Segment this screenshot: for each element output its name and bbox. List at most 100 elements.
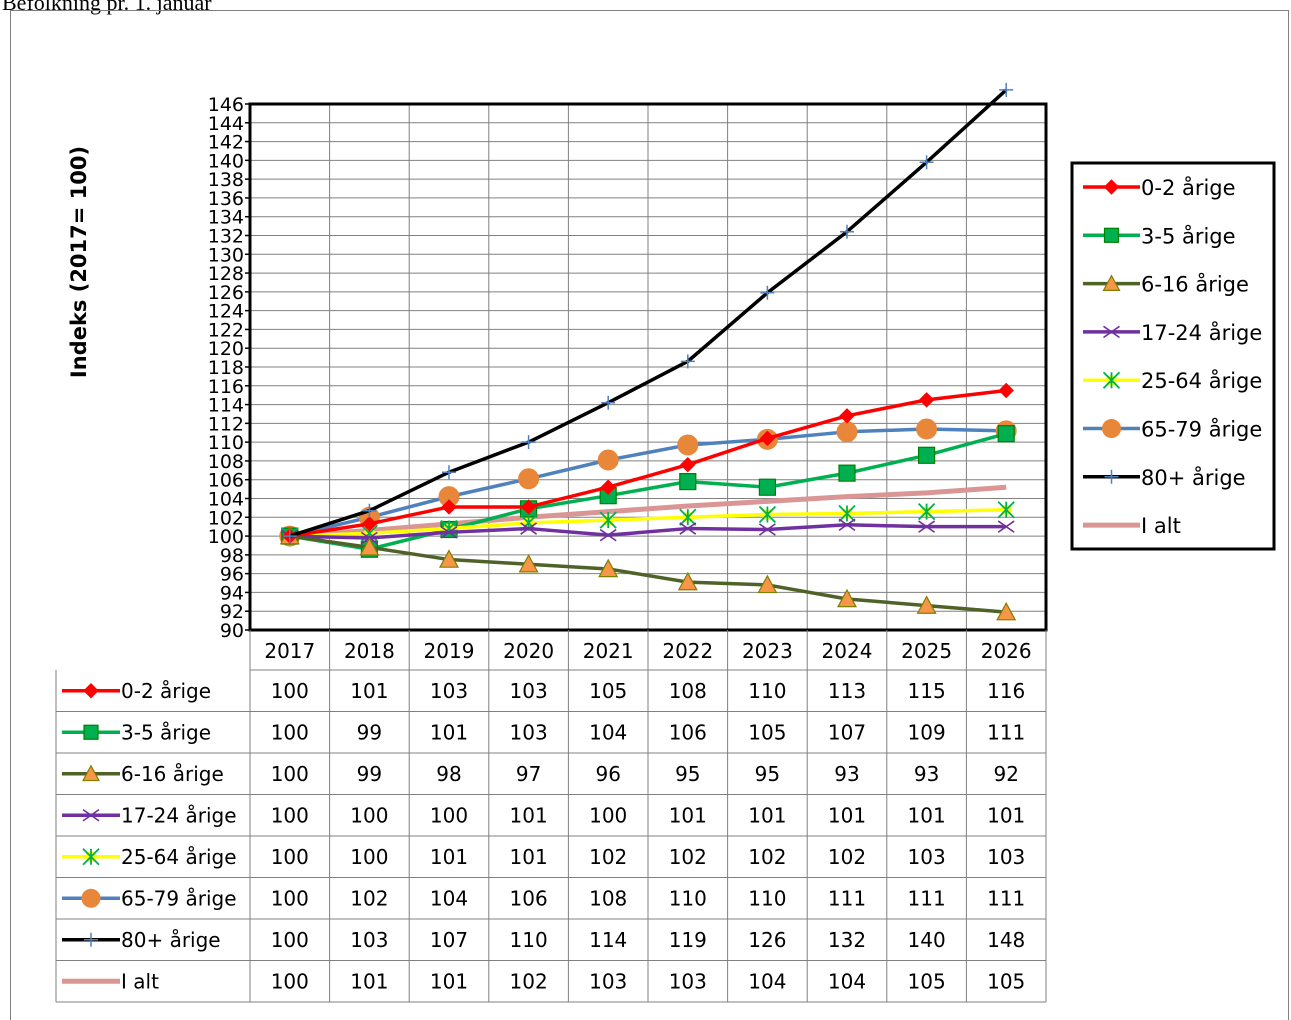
y-tick-label: 142 bbox=[208, 132, 244, 154]
table-cell: 95 bbox=[755, 762, 780, 786]
legend-label: 0-2 årige bbox=[1141, 175, 1236, 200]
series-lines bbox=[279, 82, 1017, 621]
data-point bbox=[838, 504, 856, 523]
table-cell: 102 bbox=[510, 969, 548, 993]
table-cell: 95 bbox=[675, 762, 700, 786]
data-point bbox=[679, 508, 697, 526]
data-point bbox=[916, 418, 938, 440]
legend-item-65-79-rige: 65-79 årige bbox=[1083, 417, 1262, 442]
table-cell: 101 bbox=[669, 803, 707, 827]
table-cell: 98 bbox=[436, 762, 461, 786]
table-cell: 115 bbox=[908, 679, 946, 703]
table-cell: 100 bbox=[350, 803, 388, 827]
table-cell: 119 bbox=[669, 928, 707, 952]
table-cell: 101 bbox=[350, 679, 388, 703]
table-cell: 106 bbox=[510, 886, 548, 910]
table-row: 3-5 årige 100 99 101 103 104 106 105 107 109 111 bbox=[62, 720, 1025, 744]
table-cell: 103 bbox=[430, 679, 468, 703]
x-tick-label: 2020 bbox=[503, 639, 554, 663]
data-point bbox=[997, 501, 1015, 519]
table-cell: 102 bbox=[748, 845, 786, 869]
y-tick-label: 132 bbox=[208, 226, 244, 248]
series-line bbox=[289, 534, 1007, 614]
table-cell: 93 bbox=[914, 762, 939, 786]
y-axis-ticks: 9092949698100102104106108110112114116118… bbox=[208, 94, 250, 642]
table-cell: 100 bbox=[271, 886, 309, 910]
table-cell: 92 bbox=[993, 762, 1018, 786]
y-axis-label: Indeks (2017= 100) bbox=[67, 146, 91, 378]
series-line bbox=[289, 88, 1008, 538]
y-tick-label: 144 bbox=[208, 113, 244, 135]
table-cell: 93 bbox=[834, 762, 859, 786]
table-row-label: 65-79 årige bbox=[121, 886, 237, 910]
data-point bbox=[438, 549, 460, 568]
table-cell: 100 bbox=[271, 762, 309, 786]
data-point bbox=[599, 511, 617, 529]
table-cell: 101 bbox=[510, 803, 548, 827]
data-point bbox=[758, 523, 776, 536]
y-tick-label: 122 bbox=[208, 319, 244, 341]
data-point bbox=[680, 456, 696, 473]
chart-frame bbox=[10, 10, 1289, 1020]
data-point bbox=[282, 529, 297, 544]
table-cell: 100 bbox=[271, 679, 309, 703]
table-row-label: I alt bbox=[121, 969, 159, 993]
legend-item-25-64-rige: 25-64 årige bbox=[1083, 368, 1262, 393]
table-cell: 107 bbox=[430, 928, 468, 952]
legend-key-marker bbox=[1104, 469, 1119, 484]
table-cell: 102 bbox=[669, 845, 707, 869]
data-point bbox=[917, 503, 936, 521]
data-point bbox=[598, 558, 619, 578]
table-cell: 100 bbox=[271, 720, 309, 744]
table-cell: 103 bbox=[350, 928, 388, 952]
legend-label: I alt bbox=[1141, 514, 1181, 538]
series-0-2-rige bbox=[282, 382, 1014, 544]
table-cell: 101 bbox=[748, 803, 786, 827]
legend-key-marker bbox=[1102, 274, 1121, 291]
table-cell: 105 bbox=[987, 969, 1025, 993]
y-tick-label: 102 bbox=[208, 507, 244, 529]
table-cell: 104 bbox=[828, 969, 866, 993]
table-cell: 101 bbox=[430, 720, 468, 744]
table-cell: 103 bbox=[669, 969, 707, 993]
y-tick-label: 120 bbox=[208, 338, 244, 360]
table-cell: 96 bbox=[595, 762, 620, 786]
legend-item-80-rige: 80+ årige bbox=[1083, 465, 1246, 490]
page-heading: Befolkning pr. 1. januar bbox=[2, 0, 212, 15]
y-tick-label: 110 bbox=[208, 432, 244, 454]
legend-key-marker bbox=[81, 764, 101, 782]
data-point bbox=[361, 516, 378, 532]
table-cell: 99 bbox=[357, 762, 382, 786]
table-row-label: 0-2 årige bbox=[121, 679, 211, 703]
table-cell: 101 bbox=[987, 803, 1025, 827]
legend-key-marker bbox=[82, 808, 100, 822]
legend-item-17-24-rige: 17-24 årige bbox=[1083, 320, 1262, 345]
data-point bbox=[997, 520, 1015, 533]
table-cell: 103 bbox=[987, 845, 1025, 869]
y-tick-label: 116 bbox=[208, 376, 244, 398]
legend-key-marker bbox=[84, 932, 98, 947]
table-cell: 101 bbox=[828, 803, 866, 827]
table-cell: 103 bbox=[510, 679, 548, 703]
table-cell: 113 bbox=[828, 679, 866, 703]
y-tick-label: 114 bbox=[208, 395, 244, 417]
table-cell: 110 bbox=[669, 886, 707, 910]
table-cell: 111 bbox=[908, 886, 946, 910]
data-point bbox=[996, 601, 1017, 621]
legend-label: 65-79 årige bbox=[1141, 417, 1262, 442]
data-point bbox=[838, 518, 856, 532]
data-point bbox=[440, 526, 458, 539]
data-point bbox=[359, 537, 380, 556]
table-row: I alt 100 101 101 102 103 103 104 104 105 105 bbox=[62, 969, 1025, 993]
y-tick-label: 124 bbox=[208, 301, 244, 323]
data-point bbox=[679, 522, 697, 535]
table-cell: 103 bbox=[908, 845, 946, 869]
y-tick-label: 134 bbox=[208, 207, 244, 229]
grid-lines bbox=[250, 103, 1046, 631]
table-cell: 103 bbox=[510, 720, 548, 744]
data-point bbox=[441, 499, 457, 515]
table-cell: 101 bbox=[908, 803, 946, 827]
table-cell: 111 bbox=[987, 886, 1025, 910]
y-tick-label: 146 bbox=[208, 94, 244, 116]
